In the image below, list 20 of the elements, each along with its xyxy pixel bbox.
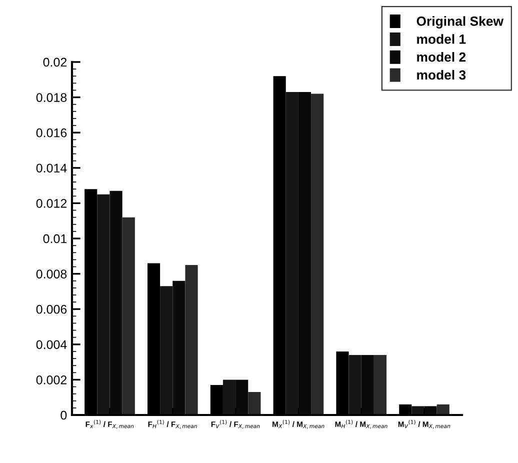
y-tick-label: 0.012: [36, 199, 67, 208]
y-tick-label: 0.018: [36, 93, 67, 102]
bar: [248, 392, 261, 415]
y-tick-label: 0.006: [36, 304, 67, 314]
y-tick-label: 0.01: [43, 234, 67, 244]
y-tick-label: 0.008: [36, 270, 67, 278]
bar: [374, 354, 387, 415]
bar: [185, 264, 198, 415]
bar: [311, 94, 324, 415]
y-tick-label: 0.016: [36, 128, 67, 138]
y-tick-label: 0.002: [36, 376, 67, 384]
legend-label: model 3: [417, 70, 466, 80]
y-tick-label: 0.014: [36, 164, 67, 173]
y-tick-label: 0.02: [43, 58, 67, 67]
legend-label: model 1: [417, 34, 466, 44]
bar: [122, 217, 135, 415]
legend-label: model 2: [417, 52, 466, 62]
legend-label: Original Skew: [416, 16, 504, 29]
y-tick-label: 0.004: [36, 340, 67, 350]
y-tick-label: 0: [60, 410, 67, 420]
